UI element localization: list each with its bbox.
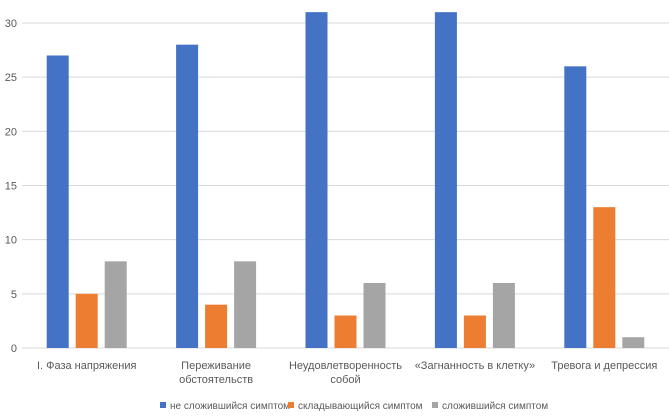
bar xyxy=(564,66,587,348)
bar xyxy=(104,261,127,348)
bar xyxy=(434,12,457,349)
x-axis: I. Фаза напряжения Переживание обстоятельс… xyxy=(37,360,657,386)
bar xyxy=(176,44,199,349)
legend-label: не сложившийся симптом xyxy=(170,401,290,412)
bar xyxy=(305,12,328,349)
y-tick-label: 10 xyxy=(5,235,17,247)
x-category-label: «Загнанность в клетку» xyxy=(415,360,535,372)
x-category-label: собой xyxy=(330,374,360,386)
x-category-label: I. Фаза напряжения xyxy=(37,360,137,372)
legend-label: складывающийся симптом xyxy=(298,401,423,412)
bar xyxy=(492,283,515,348)
legend: не сложившийся симптом складывающийся сим… xyxy=(160,401,548,412)
legend-swatch xyxy=(288,402,294,408)
y-tick-label: 20 xyxy=(5,126,17,138)
bar xyxy=(334,315,357,348)
bars xyxy=(46,12,645,349)
y-tick-label: 30 xyxy=(5,18,17,30)
y-tick-label: 15 xyxy=(5,181,17,193)
x-category-label: Тревога и депрессия xyxy=(551,360,657,372)
bar xyxy=(622,337,645,348)
bar xyxy=(46,55,69,348)
bar xyxy=(75,293,98,348)
bar xyxy=(205,304,228,348)
bar xyxy=(234,261,257,348)
bar xyxy=(363,283,386,348)
bar xyxy=(593,207,616,348)
x-category-label: Неудовлетворенность xyxy=(289,360,402,372)
gridlines xyxy=(22,22,669,349)
legend-swatch xyxy=(160,402,166,408)
bar xyxy=(463,315,486,348)
x-category-label: Переживание xyxy=(181,360,251,372)
legend-swatch xyxy=(432,402,438,408)
y-tick-label: 5 xyxy=(11,289,17,301)
legend-label: сложившийся симптом xyxy=(442,401,548,412)
y-tick-label: 0 xyxy=(11,343,17,355)
y-axis: 0 5 10 15 20 25 30 xyxy=(5,18,17,355)
x-category-label: обстоятельств xyxy=(179,374,253,386)
y-tick-label: 25 xyxy=(5,72,17,84)
